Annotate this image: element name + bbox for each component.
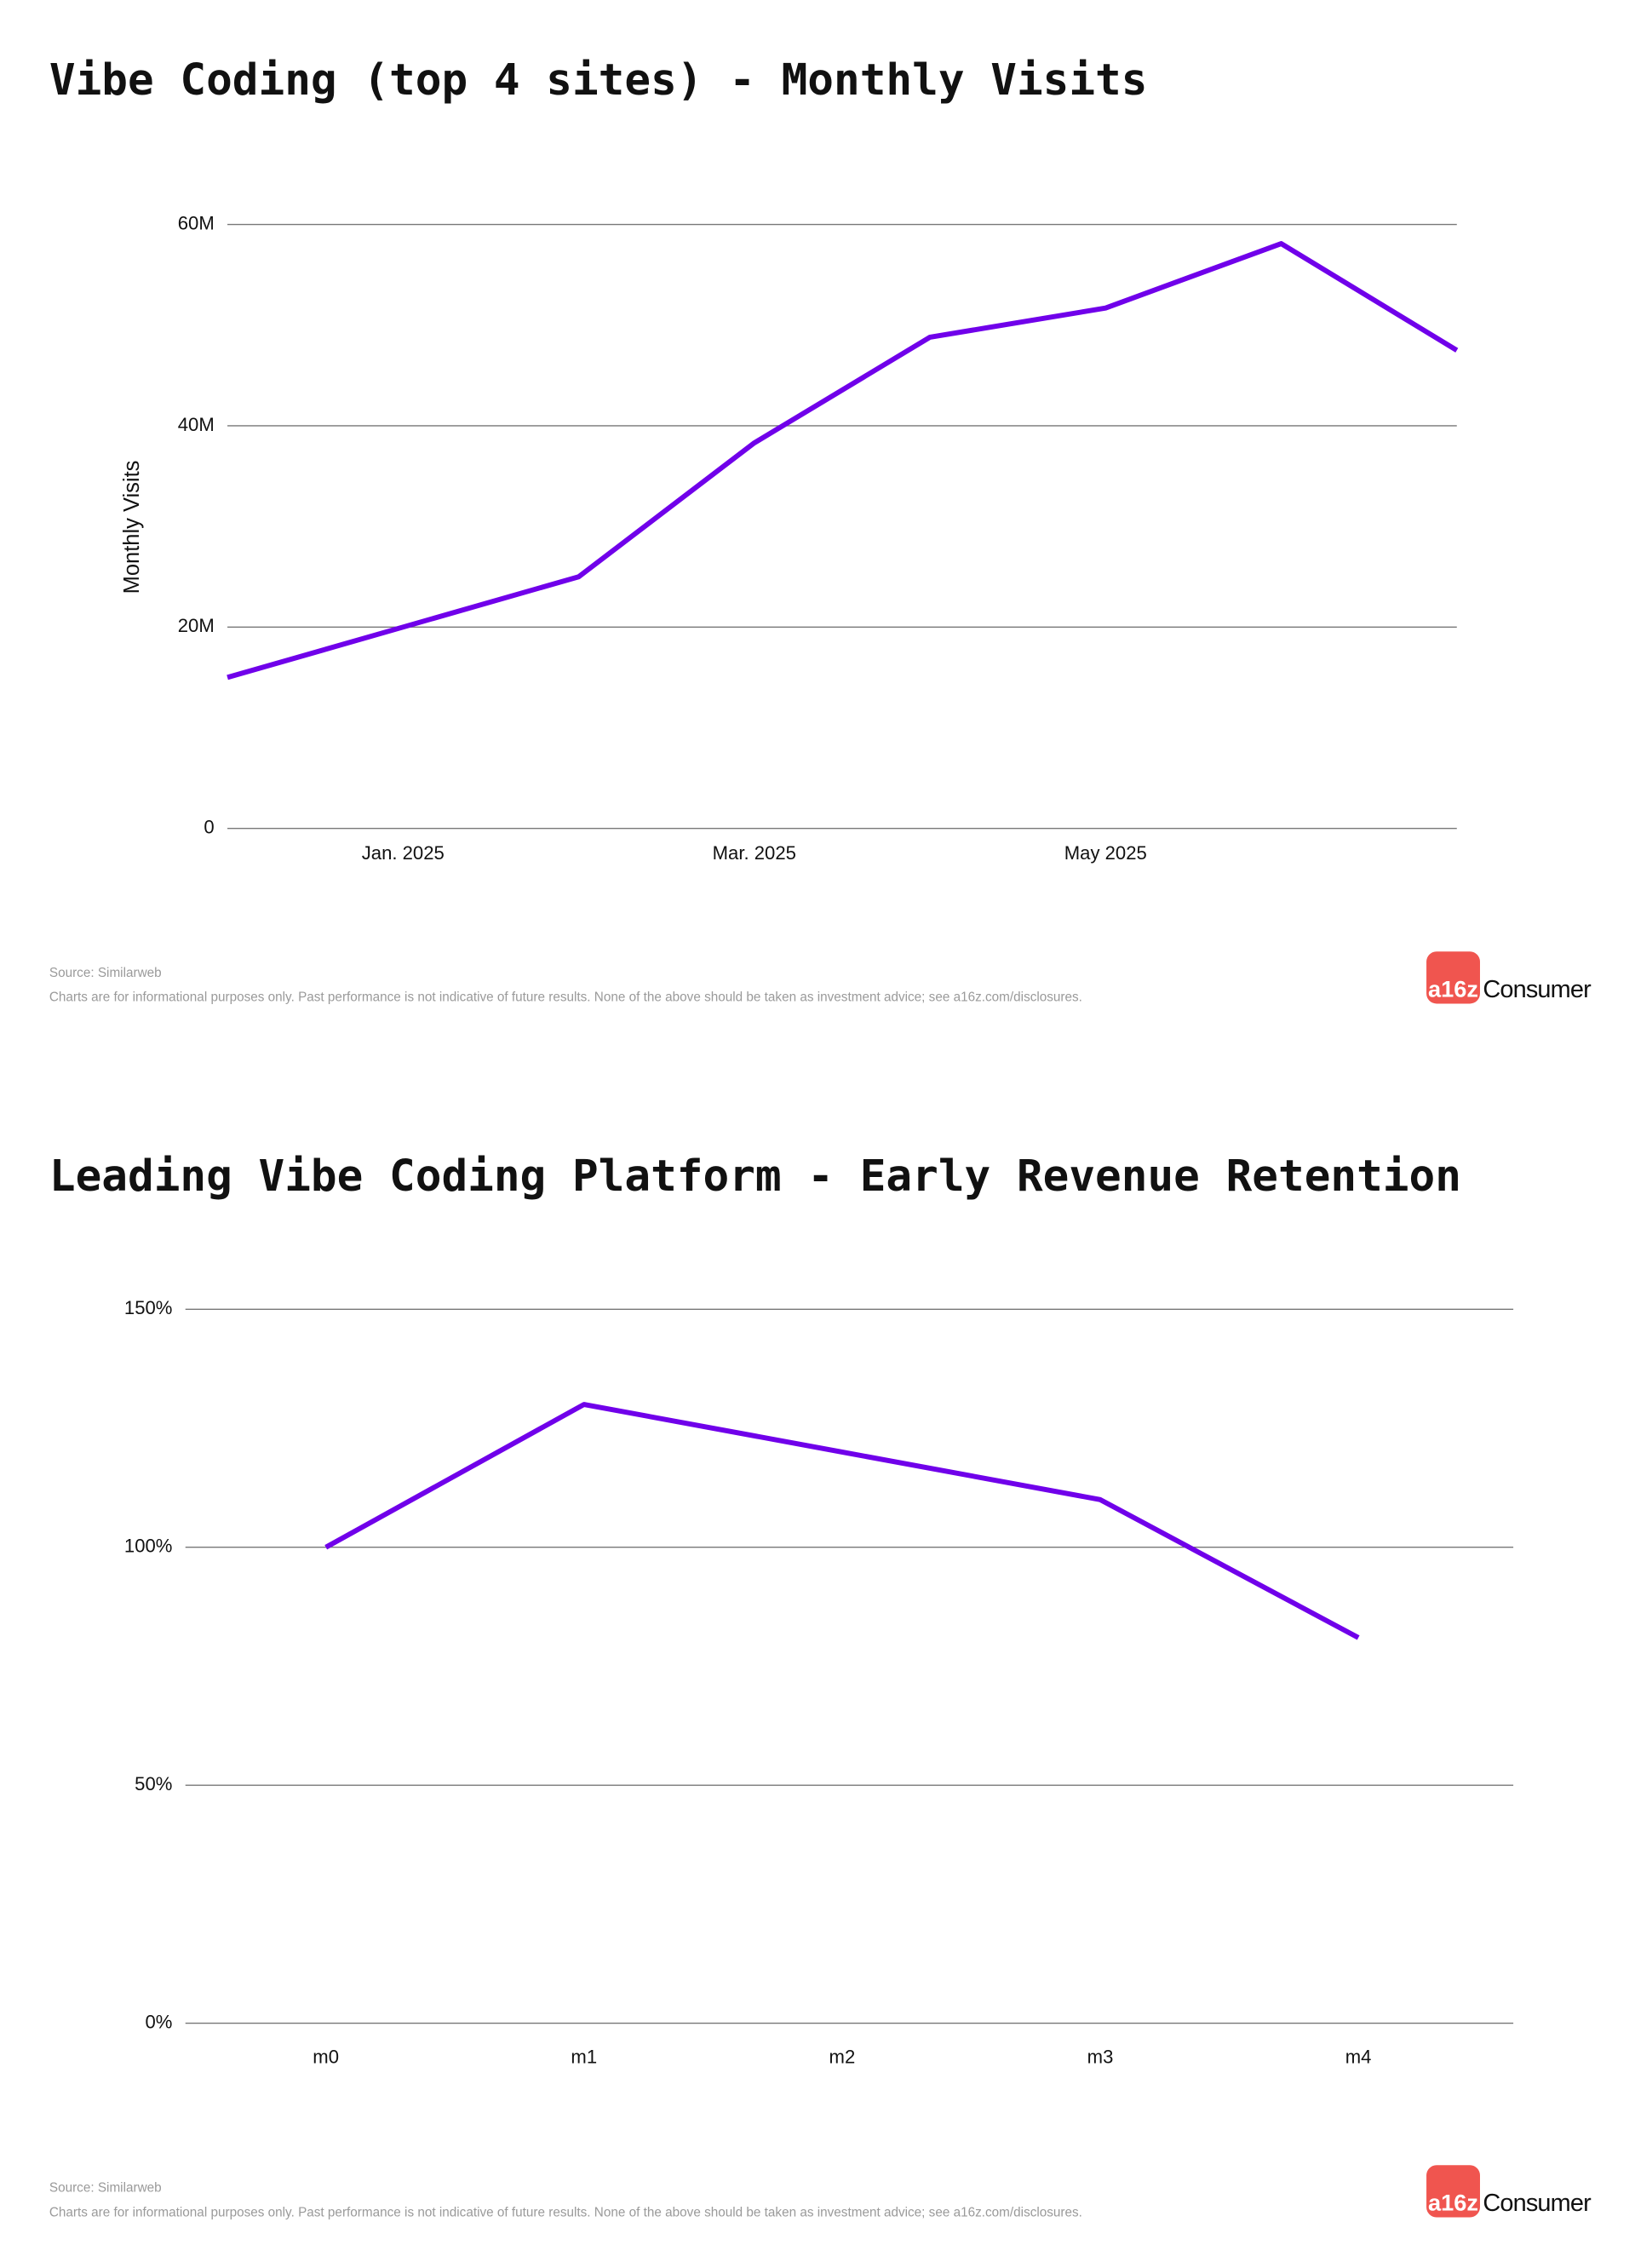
x-tick-label: Jan. 2025 — [362, 842, 445, 864]
logo-badge — [1426, 951, 1480, 1004]
x-tick-label: Mar. 2025 — [713, 842, 796, 864]
x-tick-label: m3 — [1087, 2046, 1114, 2067]
chart-title: Vibe Coding (top 4 sites) - Monthly Visi… — [49, 55, 1148, 106]
x-tick-label: m0 — [313, 2046, 339, 2067]
source: Source: Similarweb — [49, 2181, 162, 2196]
y-axis-label: Monthly Visits — [120, 461, 144, 594]
source: Source: Similarweb — [49, 966, 162, 980]
logo-name: Consumer — [1483, 976, 1592, 1003]
data-line — [324, 1402, 1360, 1640]
y-tick-label: 150% — [124, 1297, 173, 1318]
chart-title: Leading Vibe Coding Platform - Early Rev… — [49, 1151, 1461, 1202]
y-tick-label: 0% — [145, 2011, 172, 2032]
logo-mark: a16z — [1428, 975, 1478, 1002]
y-tick-label: 20M — [178, 615, 215, 636]
y-tick-label: 40M — [178, 414, 215, 435]
logo-badge — [1426, 2165, 1480, 2218]
x-tick-label: May 2025 — [1064, 842, 1147, 864]
data-line — [227, 241, 1459, 680]
disclaimer: Charts are for informational purposes on… — [49, 2205, 1082, 2219]
x-tick-label: m1 — [571, 2046, 597, 2067]
logo-mark: a16z — [1428, 2189, 1478, 2215]
y-tick-label: 60M — [178, 212, 215, 233]
disclaimer: Charts are for informational purposes on… — [49, 990, 1082, 1005]
y-tick-label: 50% — [135, 1773, 172, 1794]
y-tick-label: 0 — [204, 817, 214, 838]
logo-name: Consumer — [1483, 2190, 1592, 2217]
x-tick-label: m4 — [1345, 2046, 1372, 2067]
x-tick-label: m2 — [829, 2046, 856, 2067]
y-tick-label: 100% — [124, 1536, 173, 1557]
